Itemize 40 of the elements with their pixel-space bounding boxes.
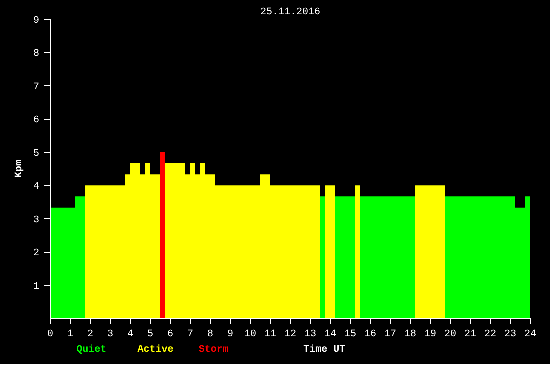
x-tick-label: 0 bbox=[48, 330, 54, 340]
x-tick-label: 23 bbox=[504, 330, 517, 340]
x-tick-label: 21 bbox=[464, 330, 477, 340]
x-tick-label: 9 bbox=[228, 330, 234, 340]
x-tick-label: 22 bbox=[484, 330, 497, 340]
x-tick-label: 13 bbox=[304, 330, 317, 340]
chart-title: 25.11.2016 bbox=[260, 8, 321, 18]
x-tick-label: 11 bbox=[264, 330, 277, 340]
y-tick-label: 2 bbox=[34, 248, 40, 260]
y-tick-label: 1 bbox=[34, 282, 40, 293]
y-tick-label: 9 bbox=[34, 16, 40, 27]
x-tick-label: 6 bbox=[168, 330, 174, 340]
x-tick-label: 16 bbox=[364, 330, 377, 340]
x-tick-label: 2 bbox=[88, 330, 94, 340]
x-tick-label: 1 bbox=[68, 330, 74, 340]
x-tick-label: 20 bbox=[444, 330, 457, 340]
x-tick-label: 15 bbox=[344, 330, 357, 340]
text: Quiet bbox=[76, 344, 107, 356]
y-tick-label: 7 bbox=[34, 82, 40, 94]
x-tick-label: 5 bbox=[148, 330, 154, 340]
x-tick-label: 7 bbox=[188, 330, 194, 340]
y-axis-title: Kpm bbox=[14, 160, 26, 178]
text: Storm bbox=[198, 345, 229, 356]
y-tick-label: 3 bbox=[34, 215, 40, 226]
x-tick-label: 17 bbox=[384, 330, 397, 340]
y-tick-label: 5 bbox=[34, 148, 40, 160]
x-tick-label: 3 bbox=[108, 330, 114, 340]
text: Active bbox=[138, 344, 174, 356]
x-tick-label: 19 bbox=[424, 330, 437, 340]
y-tick-label: 8 bbox=[34, 49, 40, 60]
x-tick-label: 10 bbox=[244, 330, 257, 340]
y-tick-label: 6 bbox=[34, 116, 40, 127]
x-tick-label: 4 bbox=[128, 330, 134, 340]
x-tick-label: 14 bbox=[324, 330, 337, 340]
x-tick-label: 18 bbox=[404, 330, 417, 340]
x-tick-label: 8 bbox=[208, 330, 214, 340]
y-tick-label: 4 bbox=[34, 182, 40, 194]
x-tick-label: 24 bbox=[524, 330, 537, 340]
x-tick-label: 12 bbox=[284, 330, 297, 340]
x-axis-title: Time UT bbox=[304, 344, 346, 356]
